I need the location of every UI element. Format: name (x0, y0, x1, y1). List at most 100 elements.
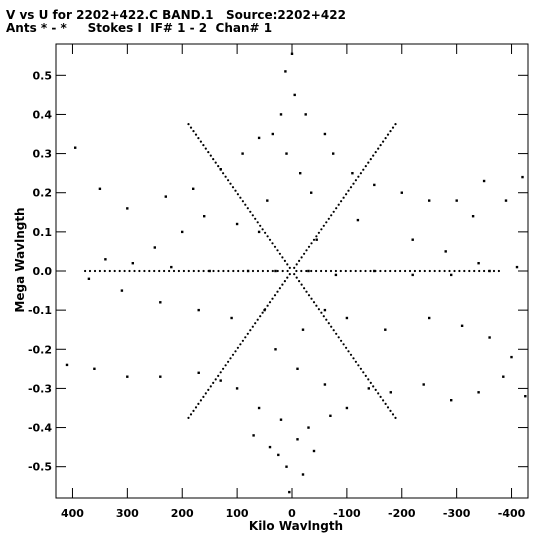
arm-point (312, 301, 316, 304)
arm-point (483, 269, 486, 273)
arm-point (386, 406, 390, 409)
data-point (131, 262, 134, 265)
arm-point (329, 269, 333, 273)
data-point (219, 168, 222, 171)
arm-point (278, 287, 281, 290)
arm-point (352, 182, 355, 185)
data-point (334, 273, 338, 277)
arm-point (153, 269, 156, 273)
arm-point (379, 269, 382, 273)
arm-point (324, 269, 328, 273)
arm-point (231, 186, 235, 189)
arm-point (342, 196, 345, 199)
arm-point (288, 273, 291, 276)
arm-point (359, 269, 362, 273)
arm-point (300, 256, 303, 259)
arm-point (367, 161, 370, 164)
data-point (373, 183, 376, 187)
data-point (87, 277, 91, 280)
arm-point (300, 269, 303, 273)
arm-point (423, 269, 426, 273)
arm-point (335, 207, 338, 210)
data-point (521, 175, 524, 179)
arm-point (256, 221, 259, 224)
arm-point (264, 231, 267, 234)
arm-point (310, 269, 313, 273)
arm-point (204, 392, 207, 395)
data-point (307, 426, 310, 429)
arm-point (394, 123, 397, 126)
arm-point (298, 280, 301, 283)
arm-point (293, 273, 296, 276)
arm-point (438, 269, 441, 273)
data-point (279, 113, 283, 116)
arm-point (266, 269, 269, 273)
arm-point (271, 297, 274, 300)
data-point (329, 414, 332, 417)
arm-point (217, 374, 220, 377)
arm-point (347, 189, 350, 192)
arm-point (93, 269, 97, 273)
data-point (197, 371, 200, 374)
arm-point (118, 269, 121, 273)
data-point (257, 230, 261, 234)
data-point (315, 238, 318, 241)
data-point (98, 187, 102, 190)
data-point (252, 434, 255, 437)
arm-point (473, 269, 476, 273)
arm-point (138, 269, 141, 273)
data-point (277, 453, 280, 457)
chart-subtitle: Ants * - * Stokes I IF# 1 - 2 Chan# 1 (6, 21, 273, 35)
arm-point (192, 269, 195, 273)
arm-point (266, 235, 269, 238)
arm-point (317, 308, 320, 311)
arm-point (320, 228, 323, 231)
arm-point (271, 242, 274, 245)
arm-point (342, 343, 345, 346)
data-point (384, 328, 387, 331)
arm-point (268, 301, 272, 304)
arm-point (256, 269, 260, 273)
arm-point (276, 249, 279, 252)
arm-point (128, 269, 131, 273)
y-tick-label: -0.5 (28, 461, 52, 474)
arm-point (379, 144, 382, 147)
data-point (510, 355, 513, 359)
arm-point (413, 269, 416, 273)
data-point (488, 336, 491, 339)
arm-point (204, 147, 207, 150)
arm-point (249, 210, 252, 213)
arm-point (234, 350, 237, 353)
data-point (411, 273, 414, 277)
arm-point (256, 318, 259, 321)
arm-point (295, 276, 298, 279)
arm-point (123, 269, 126, 273)
data-point (290, 52, 294, 55)
data-point (235, 222, 239, 226)
data-point (373, 269, 376, 273)
arm-point (246, 332, 249, 335)
y-axis-ticks: 0.5 0.4 0.3 0.2 0.1 0.0 -0.1 -0.2 -0.3 -0.4 -0.5 (28, 69, 528, 474)
data-point (450, 273, 453, 277)
arm-point (391, 126, 395, 129)
arm-point (251, 325, 254, 328)
data-point (181, 230, 184, 234)
data-point (159, 375, 162, 378)
x-tick-label: 400 (61, 507, 84, 520)
data-point (208, 269, 211, 273)
arm-point (209, 385, 212, 388)
data-point (285, 152, 288, 155)
arm-point (217, 269, 220, 273)
y-tick-label: 0.4 (33, 108, 53, 121)
arm-point (312, 238, 316, 241)
arm-point (214, 378, 217, 381)
arm-point (283, 280, 286, 283)
arm-point (364, 165, 367, 168)
arm-point (283, 259, 286, 262)
arm-point (113, 269, 116, 273)
arm-point (229, 182, 232, 185)
arm-point (303, 252, 306, 255)
x-tick-label: -400 (498, 507, 526, 520)
arm-point (281, 269, 284, 273)
y-tick-label: 0.3 (33, 148, 53, 161)
